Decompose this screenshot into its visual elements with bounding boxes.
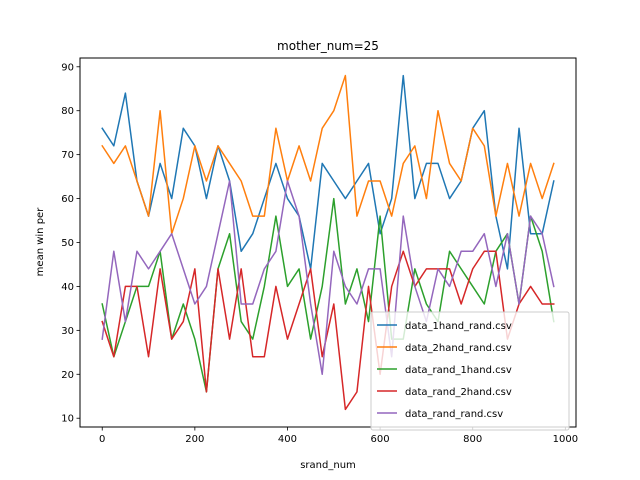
legend: data_1hand_rand.csv data_2hand_rand.csvda… [370, 311, 570, 431]
x-tick-label-4: 800 [463, 434, 482, 445]
series-line-3 [101, 250, 555, 411]
y-tick-label-0: 10 [61, 414, 74, 425]
x-tick-label-0: 0 [99, 434, 105, 445]
legend-label-2: data_rand_1hand.csv [405, 365, 512, 376]
series-line-1 [101, 74, 555, 235]
series-line-2 [101, 197, 555, 393]
y-tick-label-7: 80 [61, 106, 74, 117]
x-tick-label-1: 200 [185, 434, 204, 445]
y-axis-ticks: 10 20 30 40 50 60 70 80 90 [61, 62, 80, 425]
x-tick-label-2: 400 [278, 434, 297, 445]
y-tick-label-8: 90 [61, 62, 74, 73]
x-axis-label: srand_num [300, 460, 356, 471]
chart-title: mother_num=25 [277, 39, 379, 53]
series-line-0 [101, 74, 555, 270]
y-tick-label-4: 50 [61, 238, 74, 249]
legend-label-1: data_2hand_rand.csv [405, 343, 512, 354]
y-tick-label-2: 30 [61, 326, 74, 337]
legend-label-0: data_1hand_rand.csv [405, 321, 512, 332]
y-axis-label: mean win per [35, 207, 46, 277]
y-tick-label-3: 40 [61, 282, 74, 293]
legend-box [370, 311, 570, 431]
y-tick-label-1: 20 [61, 370, 74, 381]
legend-label-3: data_rand_2hand.csv [405, 387, 512, 398]
series-line-4 [101, 180, 555, 376]
plot-area [101, 74, 555, 411]
y-tick-label-6: 70 [61, 150, 74, 161]
legend-label-4: data_rand_rand.csv [405, 409, 503, 420]
x-tick-label-3: 600 [371, 434, 390, 445]
x-tick-label-5: 1000 [553, 434, 578, 445]
y-tick-label-5: 60 [61, 194, 74, 205]
